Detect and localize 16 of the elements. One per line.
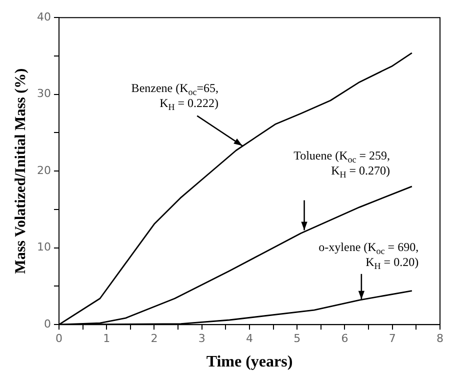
x-tick-label: 5 (294, 332, 301, 346)
x-tick-label: 0 (55, 332, 62, 346)
y-tick-label: 0 (44, 317, 51, 330)
y-tick-label: 30 (36, 87, 51, 100)
y-axis-title: Mass Volatized/Initial Mass (%) (12, 68, 29, 274)
x-tick-label: 6 (341, 332, 348, 346)
x-axis-title: Time (years) (206, 354, 293, 371)
x-tick-label: 8 (436, 332, 444, 346)
x-tick-label: 7 (388, 332, 396, 346)
x-tick-label: 1 (103, 332, 110, 346)
x-tick-label: 2 (150, 332, 158, 346)
x-tick-label: 4 (246, 332, 253, 346)
y-tick-label: 40 (36, 10, 51, 24)
x-tick-label: 3 (198, 332, 206, 346)
y-tick-label: 20 (36, 164, 51, 177)
y-tick-label: 10 (36, 240, 51, 254)
